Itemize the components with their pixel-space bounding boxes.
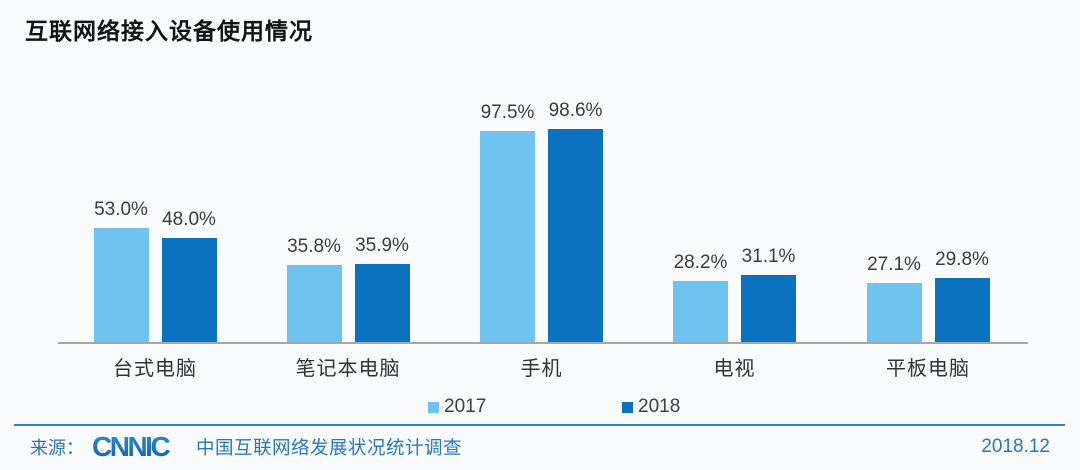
chart-legend: 2017 2018 <box>0 395 1080 419</box>
legend-label: 2017 <box>444 396 487 417</box>
bar-2017-平板电脑 <box>866 283 922 342</box>
legend-swatch-icon <box>622 401 633 413</box>
bar-value-label: 53.0% <box>94 199 148 220</box>
cnnic-logo-icon: CNNIC <box>92 433 173 461</box>
category-label-平板电脑: 平板电脑 <box>886 358 970 380</box>
source-label: 来源： <box>30 438 84 458</box>
bar-2017-手机 <box>480 131 535 342</box>
x-axis-line <box>58 342 1028 344</box>
report-date: 2018.12 <box>981 436 1050 457</box>
category-label-笔记本电脑: 笔记本电脑 <box>295 358 401 380</box>
bar-value-label: 98.6% <box>548 100 603 121</box>
source-org-text: 中国互联网络发展状况统计调查 <box>196 437 463 458</box>
cnnic-logo-text: CNNIC <box>92 433 170 461</box>
bar-value-label: 28.2% <box>673 252 728 273</box>
footer-separator-line <box>14 424 1065 426</box>
legend-item-2017: 2017 <box>428 395 486 419</box>
legend-swatch-icon <box>428 401 439 413</box>
category-label-手机: 手机 <box>520 358 563 380</box>
bar-2018-手机 <box>548 129 603 342</box>
legend-label: 2018 <box>638 396 681 417</box>
bar-value-label: 48.0% <box>162 209 216 230</box>
bar-value-label: 35.8% <box>287 236 341 257</box>
legend-item-2018: 2018 <box>622 395 680 419</box>
page-title: 互联网络接入设备使用情况 <box>25 18 313 44</box>
bar-value-label: 35.9% <box>355 235 409 256</box>
bar-2018-笔记本电脑 <box>354 264 410 342</box>
bar-2018-台式电脑 <box>161 238 217 342</box>
category-label-台式电脑: 台式电脑 <box>113 358 197 380</box>
bar-value-label: 29.8% <box>935 249 989 270</box>
bar-2017-电视 <box>673 281 728 342</box>
footer: 来源： CNNIC 中国互联网络发展状况统计调查 2018.12 <box>30 432 1050 462</box>
bar-value-label: 27.1% <box>867 254 921 275</box>
bar-2017-台式电脑 <box>93 228 149 342</box>
bar-2017-笔记本电脑 <box>286 265 342 342</box>
bar-value-label: 97.5% <box>480 102 535 123</box>
bar-2018-电视 <box>741 275 796 342</box>
bar-value-label: 31.1% <box>741 246 796 267</box>
category-label-电视: 电视 <box>713 358 756 380</box>
bar-chart: 53.0% 48.0% 35.8% 35.9% 97.5% 98.6% 28.2% 31.1%… <box>93 100 990 342</box>
bar-2018-平板电脑 <box>934 278 990 342</box>
